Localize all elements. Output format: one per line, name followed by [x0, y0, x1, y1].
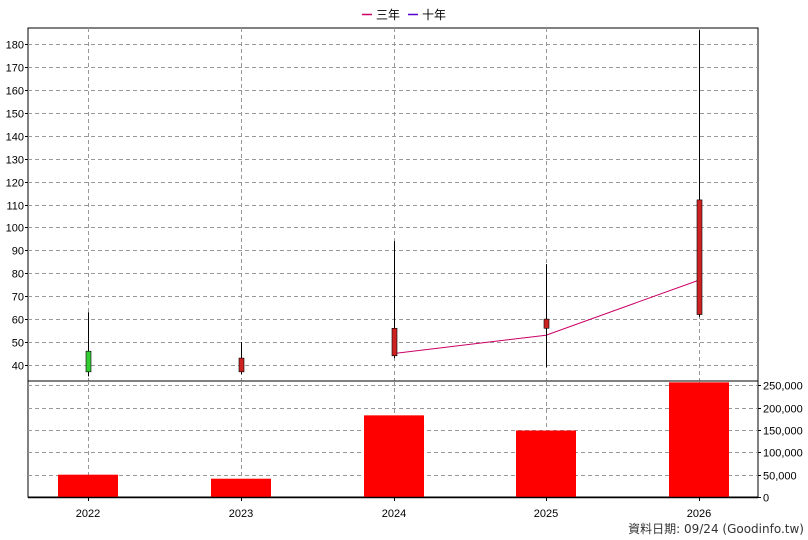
legend-label: 三年	[376, 8, 400, 22]
candle-body	[238, 357, 245, 373]
price-tick-label: 170	[6, 63, 24, 75]
candle-2026	[696, 30, 703, 317]
volume-tick-label: 50,000	[763, 471, 797, 483]
price-panel: 40 50 60 70 80 90 100 110 120 130 140 150 160 170 180	[6, 27, 759, 382]
x-tick-label: 2026	[687, 508, 711, 520]
candle-body	[85, 350, 92, 373]
price-tick-label: 80	[12, 269, 24, 281]
candle-body	[543, 318, 550, 329]
legend: 三年 十年	[362, 8, 446, 22]
x-tick-label: 2023	[229, 508, 253, 520]
price-tick-label: 150	[6, 109, 24, 121]
price-tick-label: 110	[6, 201, 24, 213]
volume-tick-label: 0	[763, 493, 769, 505]
volume-bar-2024	[364, 415, 424, 497]
x-tick-label: 2024	[382, 508, 406, 520]
price-tick-label: 90	[12, 246, 24, 258]
legend-item-2: 十年	[408, 8, 446, 22]
candle-body	[391, 327, 398, 357]
price-tick-label: 120	[6, 178, 24, 190]
candle-body	[696, 199, 703, 315]
price-tick-label: 40	[12, 361, 24, 373]
volume-bar-2026	[669, 382, 729, 497]
price-tick-label: 50	[12, 338, 24, 350]
candle-2024	[391, 241, 398, 359]
candle-2023	[238, 342, 245, 375]
price-tick-label: 130	[6, 155, 24, 167]
volume-panel: 0 50,000 100,000 150,000 200,000 250,000	[27, 380, 803, 505]
data-date-footer: 資料日期: 09/24 (Goodinfo.tw)	[628, 522, 804, 536]
legend-item-1: 三年	[362, 8, 400, 22]
price-plot-frame	[27, 27, 759, 382]
legend-label: 十年	[422, 8, 446, 22]
price-tick-label: 160	[6, 86, 24, 98]
price-tick-label: 70	[12, 292, 24, 304]
candle-2025	[543, 264, 550, 368]
x-tick-label: 2025	[534, 508, 558, 520]
volume-tick-label: 250,000	[763, 381, 803, 393]
volume-tick-label: 100,000	[763, 448, 803, 460]
volume-tick-label: 150,000	[763, 426, 803, 438]
volume-bar-2023	[211, 478, 271, 497]
x-axis: 2022 2023 2024 2025 2026	[76, 497, 711, 520]
price-tick-label: 100	[6, 223, 24, 235]
volume-tick-label: 200,000	[763, 404, 803, 416]
price-tick-label: 180	[6, 40, 24, 52]
candle-2022	[85, 312, 92, 377]
volume-bar-2025	[516, 430, 576, 497]
volume-bar-2022	[58, 474, 118, 497]
price-tick-label: 140	[6, 132, 24, 144]
price-tick-label: 60	[12, 315, 24, 327]
x-tick-label: 2022	[76, 508, 100, 520]
